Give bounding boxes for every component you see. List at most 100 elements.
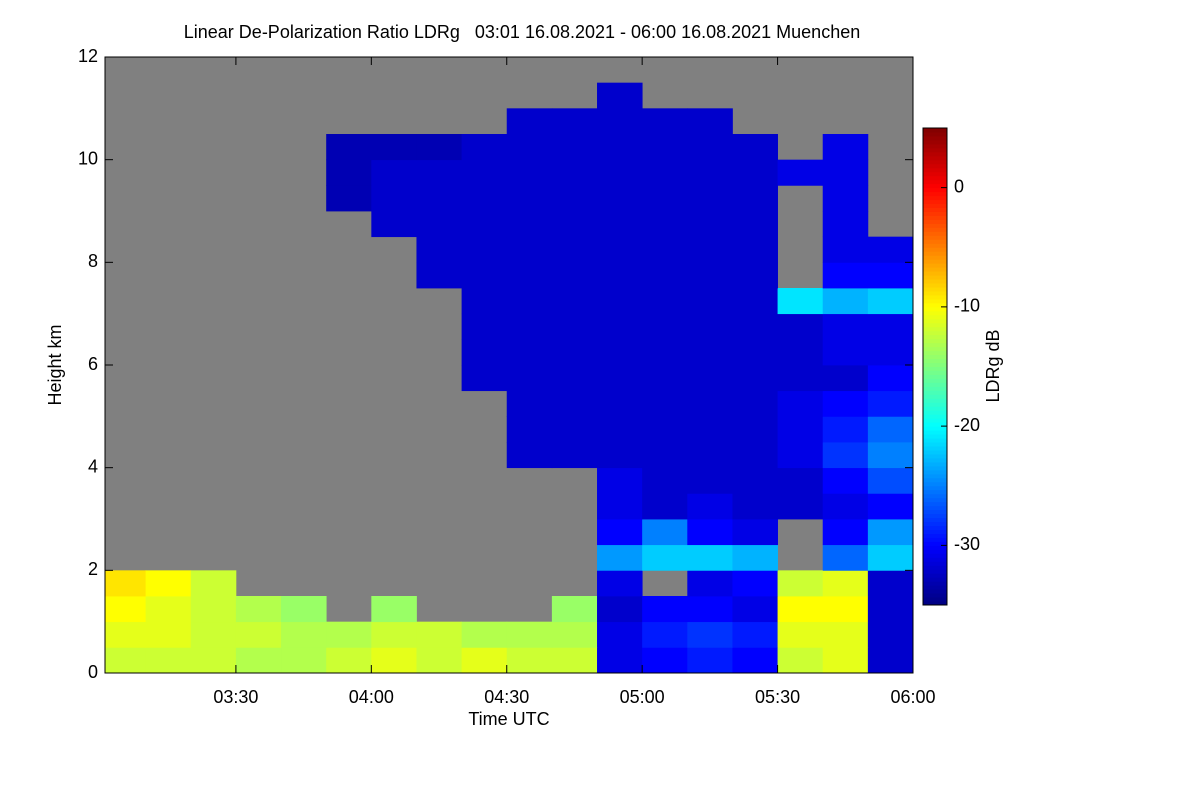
heatmap-cell xyxy=(281,621,327,648)
heatmap-cell xyxy=(732,262,778,289)
heatmap-cell xyxy=(190,596,237,623)
heatmap-cell xyxy=(732,467,778,494)
heatmap-cell xyxy=(642,519,688,546)
x-tick-label: 03:30 xyxy=(213,687,258,707)
colorbar-swatch xyxy=(923,390,947,395)
colorbar-swatch xyxy=(923,255,947,260)
heatmap-cell xyxy=(822,185,869,212)
colorbar-swatch xyxy=(923,465,947,471)
heatmap-cell xyxy=(777,621,824,648)
colorbar-swatch xyxy=(923,203,947,208)
heatmap-cell xyxy=(732,236,778,263)
heatmap-cell xyxy=(777,570,824,597)
heatmap-cell xyxy=(326,185,372,212)
colorbar-swatch xyxy=(923,529,947,534)
heatmap-cell xyxy=(597,544,643,571)
colorbar-tick-label: -10 xyxy=(954,296,980,316)
colorbar-swatch xyxy=(923,354,947,360)
heatmap-cell xyxy=(732,159,778,186)
heatmap-cell xyxy=(506,134,553,161)
heatmap-cell xyxy=(597,390,643,417)
y-tick-label: 8 xyxy=(88,251,98,271)
colorbar-swatch xyxy=(923,513,947,519)
heatmap-cell xyxy=(461,339,508,366)
heatmap-cell xyxy=(597,416,643,443)
heatmap-cell xyxy=(461,262,508,289)
heatmap-cell xyxy=(326,159,372,186)
colorbar-swatch xyxy=(923,577,947,582)
heatmap-cell xyxy=(687,185,733,212)
colorbar-swatch xyxy=(923,294,947,300)
heatmap-cell xyxy=(597,134,643,161)
heatmap-cell xyxy=(822,236,869,263)
colorbar-swatch xyxy=(923,461,947,467)
colorbar-swatch xyxy=(923,199,947,205)
heatmap-cell xyxy=(597,211,643,238)
heatmap-cell xyxy=(642,134,688,161)
colorbar-swatch xyxy=(923,183,947,189)
heatmap-cell xyxy=(551,416,598,443)
heatmap-cell xyxy=(551,339,598,366)
y-tick-label: 4 xyxy=(88,456,98,476)
heatmap-cell xyxy=(822,211,869,238)
heatmap-cell xyxy=(732,570,778,597)
colorbar-swatch xyxy=(923,131,947,137)
heatmap-cell xyxy=(822,339,869,366)
heatmap-cell xyxy=(416,621,463,648)
heatmap-cell xyxy=(867,313,914,340)
colorbar-swatch xyxy=(923,561,947,566)
heatmap-cell xyxy=(597,365,643,392)
heatmap-cell xyxy=(732,313,778,340)
colorbar-swatch xyxy=(923,601,947,606)
heatmap-cell xyxy=(822,134,869,161)
heatmap-cell xyxy=(416,262,463,289)
heatmap-cell xyxy=(642,211,688,238)
heatmap-cell xyxy=(642,544,688,571)
heatmap-cell xyxy=(867,467,914,494)
heatmap-cell xyxy=(551,288,598,315)
colorbar-swatch xyxy=(923,553,947,558)
heatmap-cell xyxy=(190,570,237,597)
heatmap-cell xyxy=(867,416,914,443)
colorbar-swatch xyxy=(923,493,947,499)
heatmap-cell xyxy=(551,134,598,161)
heatmap-cell xyxy=(551,647,598,674)
heatmap-cell xyxy=(551,442,598,469)
heatmap-cell xyxy=(371,185,417,212)
heatmap-cell xyxy=(867,596,914,623)
colorbar-swatch xyxy=(923,533,947,538)
colorbar-swatch xyxy=(923,207,947,212)
heatmap-cell xyxy=(642,442,688,469)
heatmap-cell xyxy=(732,339,778,366)
heatmap-cell xyxy=(867,390,914,417)
heatmap-cell xyxy=(687,647,733,674)
colorbar-swatch xyxy=(923,211,947,216)
heatmap-cell xyxy=(506,647,553,674)
colorbar-swatch xyxy=(923,501,947,507)
heatmap-cell xyxy=(687,365,733,392)
heatmap-cell xyxy=(867,647,914,674)
heatmap-cell xyxy=(105,596,147,623)
heatmap-cell xyxy=(326,134,372,161)
heatmap-cell xyxy=(326,647,372,674)
heatmap-cell xyxy=(867,236,914,263)
heatmap-cell xyxy=(687,211,733,238)
heatmap-cell xyxy=(190,647,237,674)
colorbar-swatch xyxy=(923,489,947,495)
heatmap-cell xyxy=(732,185,778,212)
colorbar-label: LDRg dB xyxy=(983,329,1003,402)
colorbar-swatch xyxy=(923,426,947,431)
colorbar-swatch xyxy=(923,251,947,256)
heatmap-cell xyxy=(416,236,463,263)
colorbar-swatch xyxy=(923,342,947,348)
heatmap-cell xyxy=(732,416,778,443)
colorbar-swatch xyxy=(923,362,947,367)
colorbar-swatch xyxy=(923,231,947,236)
colorbar-swatch xyxy=(923,366,947,371)
heatmap-cell xyxy=(732,544,778,571)
x-tick-label: 06:00 xyxy=(890,687,935,707)
heatmap-cell xyxy=(597,159,643,186)
heatmap-cell xyxy=(732,390,778,417)
heatmap-cell xyxy=(461,185,508,212)
colorbar-swatch xyxy=(923,147,947,153)
